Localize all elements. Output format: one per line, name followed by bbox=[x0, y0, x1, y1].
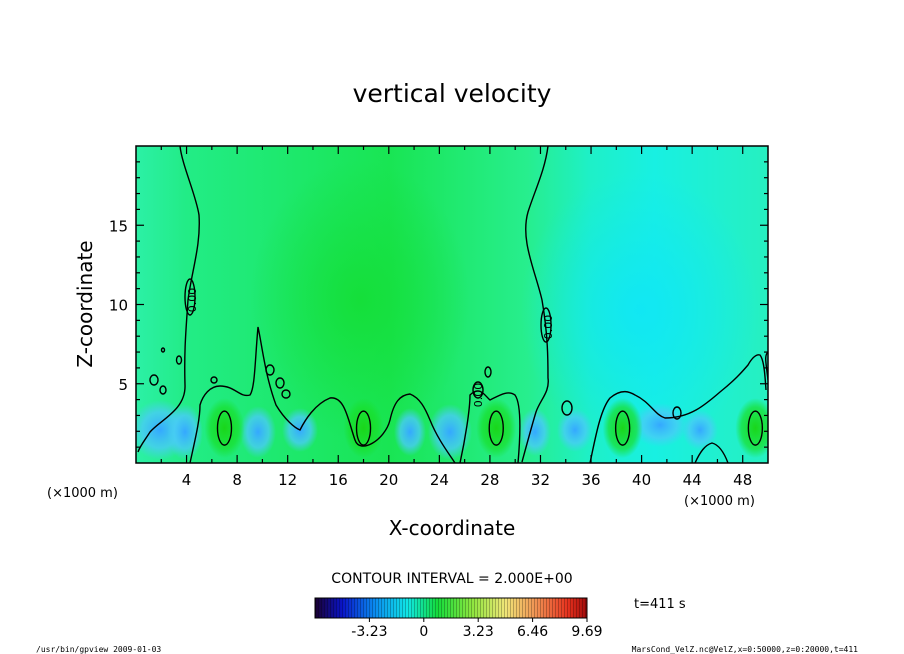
downdraft-cell bbox=[632, 403, 688, 447]
contour-loop bbox=[149, 374, 159, 386]
contour-label: 0.00 bbox=[472, 383, 485, 408]
colorbar-tick-label: 0 bbox=[419, 624, 428, 640]
colorbar-tick-label: -3.23 bbox=[351, 624, 387, 640]
contour-loop bbox=[210, 376, 218, 384]
contour-loop bbox=[175, 355, 183, 365]
updraft-contour bbox=[614, 410, 631, 446]
x-tick-label: 12 bbox=[278, 471, 297, 489]
contour-loop bbox=[672, 406, 682, 420]
updraft-contour bbox=[488, 410, 504, 446]
x-tick-label: 24 bbox=[430, 471, 449, 489]
x-unit-left: (×1000 m) bbox=[47, 486, 118, 501]
x-tick-label: 28 bbox=[480, 471, 499, 489]
downdraft-cell bbox=[557, 408, 593, 452]
y-axis-label: Z-coordinate bbox=[73, 240, 97, 367]
colorbar-frame bbox=[314, 597, 588, 619]
x-tick-label: 20 bbox=[379, 471, 398, 489]
zero-contour bbox=[189, 326, 456, 463]
contour-loop bbox=[275, 377, 285, 389]
contour-loop bbox=[160, 347, 166, 353]
contour-loop bbox=[472, 381, 484, 399]
downdraft-cell bbox=[682, 410, 718, 450]
x-tick-label: 16 bbox=[329, 471, 348, 489]
contour-label: 0.00 bbox=[542, 315, 555, 340]
y-tick-label: 15 bbox=[109, 217, 128, 235]
plot-area: 0.00 0.00 0.00 bbox=[136, 146, 768, 463]
downdraft-cell bbox=[240, 406, 276, 458]
x-tick-label: 48 bbox=[733, 471, 752, 489]
zero-contour bbox=[459, 390, 521, 463]
x-tick-label: 40 bbox=[632, 471, 651, 489]
x-unit-right: (×1000 m) bbox=[684, 494, 755, 509]
x-axis-label: X-coordinate bbox=[389, 516, 516, 540]
contour-loop bbox=[265, 364, 275, 376]
updraft-contour bbox=[747, 410, 764, 446]
chart-title: vertical velocity bbox=[353, 79, 552, 108]
colorbar-tick-label: 6.46 bbox=[517, 624, 548, 640]
footer-left: /usr/bin/gpview 2009-01-03 bbox=[36, 645, 161, 654]
updraft-core bbox=[204, 398, 245, 459]
downdraft-region bbox=[520, 170, 760, 450]
updraft-plume bbox=[250, 160, 470, 440]
contour-loop bbox=[184, 278, 196, 316]
x-tick-label: 4 bbox=[182, 471, 192, 489]
zero-contour bbox=[589, 354, 767, 463]
colorbar-stripes bbox=[315, 598, 587, 618]
x-tick-label: 36 bbox=[581, 471, 600, 489]
contour-interval: CONTOUR INTERVAL = 2.000E+00 bbox=[331, 571, 572, 587]
contour-loop bbox=[484, 366, 492, 378]
contour-loop bbox=[561, 400, 573, 416]
y-tick-label: 5 bbox=[118, 376, 128, 394]
colorbar-tick-label: 3.23 bbox=[463, 624, 494, 640]
time-label: t=411 s bbox=[634, 597, 686, 612]
contour-label: 0.00 bbox=[186, 288, 199, 313]
zero-contour bbox=[694, 442, 729, 463]
footer-right: MarsCond_VelZ.nc@VelZ,x=0:50000,z=0:2000… bbox=[632, 645, 859, 654]
updraft-core bbox=[735, 398, 768, 459]
contour-loop bbox=[540, 307, 552, 343]
x-tick-label: 8 bbox=[232, 471, 242, 489]
colorbar-tick-label: 9.69 bbox=[571, 624, 602, 640]
x-tick-label: 32 bbox=[531, 471, 550, 489]
contour-loop bbox=[281, 389, 291, 399]
contour-loop bbox=[159, 385, 167, 395]
y-tick-label: 10 bbox=[109, 297, 128, 315]
downdraft-cell bbox=[428, 404, 472, 460]
updraft-contour bbox=[216, 410, 233, 446]
colorbar: -3.23 0 3.23 6.46 9.69 bbox=[314, 597, 603, 640]
zero-contour bbox=[137, 146, 200, 453]
updraft-contour bbox=[355, 410, 372, 446]
downdraft-cell bbox=[394, 408, 426, 456]
updraft-core bbox=[343, 398, 384, 459]
zero-contour bbox=[521, 146, 549, 463]
updraft-core bbox=[476, 398, 517, 459]
contour-lines bbox=[137, 146, 768, 463]
x-tick-label: 44 bbox=[683, 471, 702, 489]
updraft-core bbox=[602, 398, 643, 459]
